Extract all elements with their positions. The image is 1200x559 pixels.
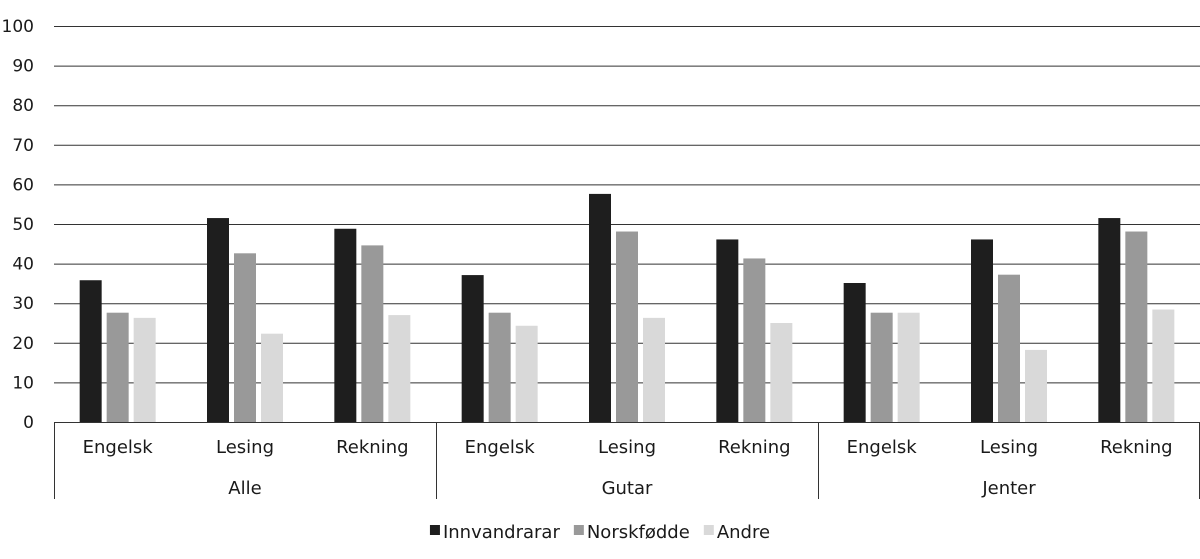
category-label-alle-engelsk: Engelsk — [83, 437, 154, 458]
group-label-jenter: Jenter — [981, 478, 1036, 499]
bar-jenter-engelsk-norskfodde — [870, 312, 893, 422]
bar-gutar-engelsk-norskfodde — [488, 312, 511, 422]
bar-alle-engelsk-innvandrarar — [79, 280, 102, 422]
bar-gutar-lesing-andre — [643, 317, 665, 422]
bar-gutar-lesing-innvandrarar — [589, 193, 611, 422]
category-label-gutar-rekning: Rekning — [718, 437, 790, 458]
bar-jenter-lesing-innvandrarar — [971, 239, 993, 422]
legend-label-andre: Andre — [717, 522, 770, 543]
y-tick-label-70: 70 — [12, 136, 34, 156]
legend-swatch-innvandrarar — [429, 525, 440, 535]
category-label-alle-lesing: Lesing — [216, 437, 274, 458]
bar-jenter-rekning-andre — [1152, 309, 1175, 422]
bar-alle-lesing-andre — [261, 333, 283, 422]
x-axis-labels: Engelsk Lesing Rekning Alle Engelsk Lesing Rek… — [83, 437, 1173, 499]
bar-alle-engelsk-andre — [133, 317, 156, 422]
y-tick-label-0: 0 — [23, 413, 34, 433]
bar-gutar-engelsk-innvandrarar — [461, 275, 484, 422]
bar-alle-lesing-norskfodde — [234, 253, 256, 422]
legend-label-norskfodde: Norskfødde — [587, 522, 690, 543]
bar-alle-lesing-innvandrarar — [207, 218, 229, 422]
bar-gutar-rekning-andre — [770, 323, 793, 422]
y-tick-label-10: 10 — [12, 373, 34, 393]
category-label-jenter-engelsk: Engelsk — [847, 437, 918, 458]
y-tick-label-20: 20 — [12, 334, 34, 354]
bar-alle-rekning-innvandrarar — [334, 228, 357, 422]
legend-swatch-andre — [703, 525, 714, 535]
y-axis-tick-labels: 0 10 20 30 40 50 60 70 80 90 100 — [2, 17, 34, 433]
y-tick-label-50: 50 — [12, 215, 34, 235]
bar-jenter-rekning-innvandrarar — [1098, 218, 1121, 422]
y-tick-label-40: 40 — [12, 255, 34, 275]
y-tick-label-100: 100 — [2, 17, 34, 37]
y-tick-label-60: 60 — [12, 175, 34, 195]
y-tick-label-30: 30 — [12, 294, 34, 314]
bar-alle-engelsk-norskfodde — [106, 312, 129, 422]
category-label-jenter-rekning: Rekning — [1100, 437, 1172, 458]
legend: Innvandrarar Norskfødde Andre — [429, 522, 770, 543]
bar-gutar-engelsk-andre — [515, 325, 538, 422]
bar-jenter-lesing-andre — [1025, 349, 1047, 422]
bar-gutar-lesing-norskfodde — [616, 231, 638, 422]
legend-swatch-norskfodde — [573, 525, 584, 535]
bar-gutar-rekning-innvandrarar — [716, 239, 739, 422]
bars — [79, 193, 1175, 422]
x-axis — [54, 422, 1200, 499]
group-label-gutar: Gutar — [602, 478, 653, 499]
bar-jenter-lesing-norskfodde — [998, 274, 1020, 422]
group-label-alle: Alle — [228, 478, 261, 499]
y-tick-label-80: 80 — [12, 96, 34, 116]
category-label-gutar-lesing: Lesing — [598, 437, 656, 458]
category-label-alle-rekning: Rekning — [336, 437, 408, 458]
category-label-gutar-engelsk: Engelsk — [465, 437, 536, 458]
bar-alle-rekning-andre — [388, 315, 411, 422]
legend-label-innvandrarar: Innvandrarar — [443, 522, 561, 543]
y-tick-label-90: 90 — [12, 57, 34, 77]
bar-jenter-rekning-norskfodde — [1125, 231, 1148, 422]
bar-gutar-rekning-norskfodde — [743, 258, 766, 422]
category-label-jenter-lesing: Lesing — [980, 437, 1038, 458]
bar-jenter-engelsk-innvandrarar — [843, 283, 866, 422]
bar-alle-rekning-norskfodde — [361, 245, 384, 422]
bar-jenter-engelsk-andre — [897, 312, 920, 422]
